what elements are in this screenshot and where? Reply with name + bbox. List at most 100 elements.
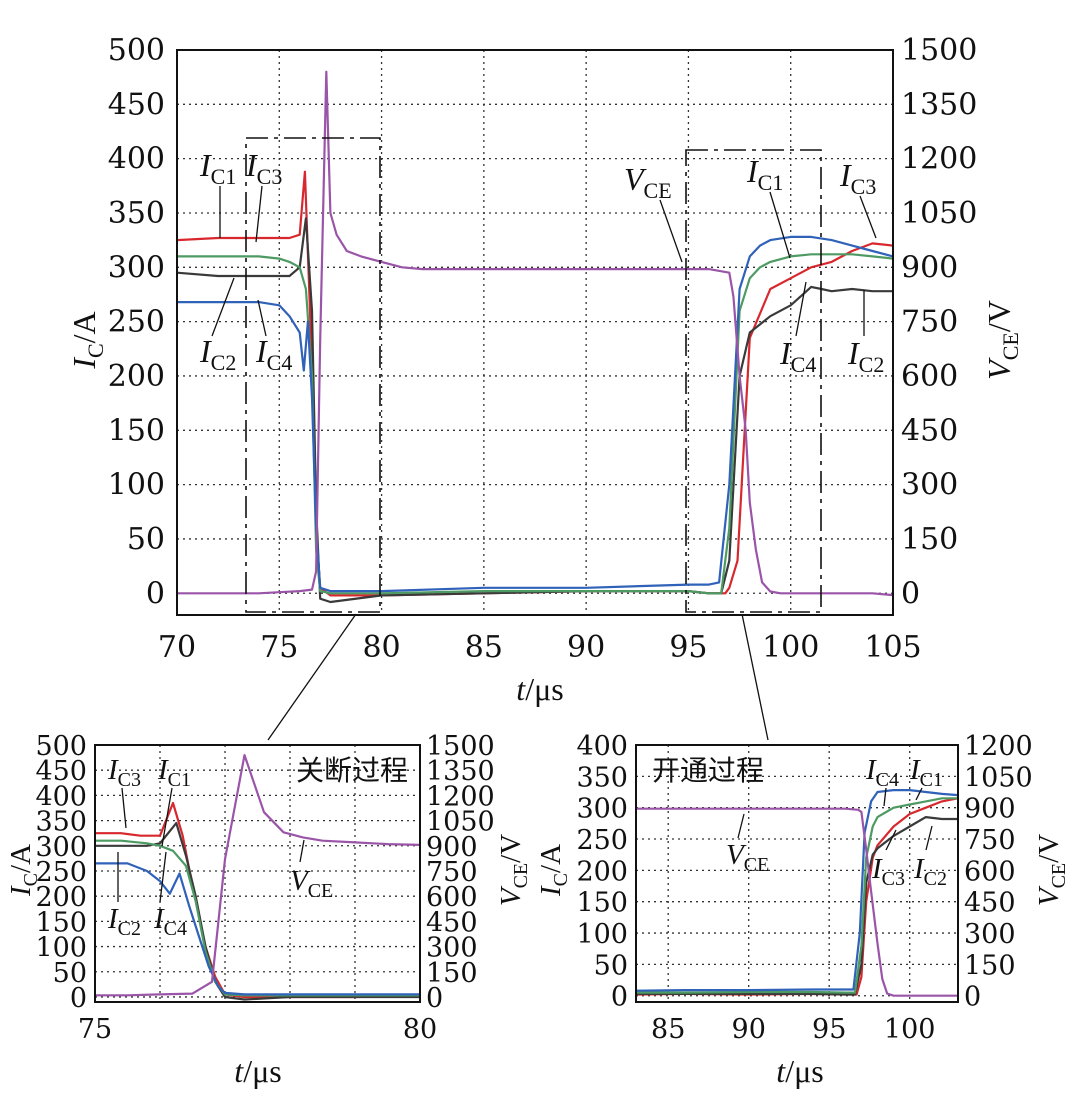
- turnoff-ytick-left-label: 400: [35, 781, 87, 812]
- connector-turnoff: [267, 613, 357, 741]
- leader-vce: [659, 199, 683, 263]
- turnon-ytick-right-label: 150: [964, 950, 1016, 981]
- turnoff-ylabel-right: VCE/V: [495, 834, 532, 906]
- main-series-layer: [176, 70, 894, 604]
- turnon-ytick-right-label: 600: [964, 856, 1016, 887]
- turnon-annotation-vce: VCE: [726, 839, 769, 876]
- turnoff-ytick-left-label: 100: [35, 933, 87, 964]
- main-ytick-right-label: 1050: [901, 196, 977, 231]
- turnon-ytick-right-label: 300: [964, 919, 1016, 950]
- main-ytick-right-label: 1200: [901, 142, 977, 177]
- turnoff-series-vce: [95, 753, 421, 997]
- main-series-ic2: [176, 217, 893, 604]
- turnon-highlight-box: [685, 149, 822, 613]
- turnoff-annotation-ic4: IC4: [153, 903, 187, 940]
- main-ytick-right-label: 900: [901, 250, 958, 285]
- turnon-tick-labels: 85 90 95 1000501001502002503003504000150300…: [576, 731, 1032, 1045]
- main-ytick-right-label: 1500: [901, 33, 977, 68]
- annotation-ic2: IC2: [199, 333, 236, 375]
- annotation-ic4-right: IC4: [779, 335, 816, 377]
- main-xtick-label: 70: [158, 630, 196, 665]
- turnon-ytick-left-label: 250: [576, 825, 628, 856]
- leader-ic3-right: [859, 195, 877, 239]
- turnon-leader-ic2: [925, 825, 933, 851]
- turnon-ytick-right-label: 900: [964, 794, 1016, 825]
- turnoff-title: 关断过程: [296, 754, 408, 787]
- annotation-ic3-right: IC3: [839, 157, 876, 199]
- main-series-ic3: [177, 253, 894, 595]
- turnon-annotation-ic4: IC4: [865, 754, 899, 791]
- turnoff-ytick-left-label: 0: [70, 983, 87, 1014]
- main-ytick-left-label: 350: [108, 196, 165, 231]
- turnoff-ytick-right-label: 1200: [426, 781, 495, 812]
- main-ytick-right-label: 600: [901, 359, 958, 394]
- leader-ic1-right: [769, 191, 791, 259]
- turnoff-series-layer: [95, 753, 421, 1001]
- turnon-leader-ic4: [883, 787, 887, 807]
- turnon-ytick-right-label: 1050: [964, 762, 1033, 793]
- turnoff-leader-vce: [299, 839, 305, 863]
- turnon-ytick-left-label: 150: [576, 888, 628, 919]
- turnon-leader-ic3: [885, 829, 897, 851]
- turnon-ylabel-left: IC/A: [535, 844, 572, 897]
- main-xtick-label: 105: [864, 630, 921, 665]
- turnon-ytick-left-label: 100: [576, 919, 628, 950]
- main-ytick-left-label: 450: [108, 87, 165, 122]
- turnon-annotation-ic2: IC2: [913, 853, 947, 890]
- turnon-ytick-left-label: 350: [576, 762, 628, 793]
- turnon-plot-frame: [635, 744, 959, 1003]
- turnoff-ytick-left-label: 150: [35, 907, 87, 938]
- turnoff-ytick-left-label: 450: [35, 756, 87, 787]
- turnon-xtick-label: 85: [651, 1014, 685, 1045]
- turnoff-ytick-left-label: 200: [35, 882, 87, 913]
- main-series-ic1: [176, 170, 894, 597]
- turnoff-ytick-right-label: 0: [426, 983, 443, 1014]
- turnon-xlabel: t/μs: [776, 1053, 823, 1089]
- main-ytick-right-label: 0: [901, 576, 920, 611]
- turnoff-ytick-left-label: 250: [35, 857, 87, 888]
- turnon-leader-ic1: [915, 787, 923, 801]
- turnoff-ytick-right-label: 750: [426, 857, 478, 888]
- main-series-ic4: [177, 235, 894, 593]
- turnon-ytick-left-label: 400: [576, 731, 628, 762]
- turnoff-ylabel-left: IC/A: [5, 844, 42, 897]
- turnon-ytick-right-label: 450: [964, 888, 1016, 919]
- main-ytick-right-label: 150: [901, 522, 958, 557]
- turnoff-ytick-right-label: 1050: [426, 807, 495, 838]
- turnoff-ytick-left-label: 50: [53, 958, 87, 989]
- turnoff-highlight-box: [245, 137, 381, 613]
- main-ylabel-right: VCE/V: [981, 300, 1023, 380]
- turnoff-series-ic2: [95, 821, 420, 1001]
- turnoff-annotation-ic2: IC2: [107, 903, 141, 940]
- turnon-series-ic2: [636, 815, 958, 996]
- turnoff-ytick-right-label: 1500: [426, 731, 495, 762]
- leader-ic3: [255, 185, 263, 243]
- turnon-ytick-right-label: 750: [964, 825, 1016, 856]
- leader-ic4-right: [795, 281, 807, 337]
- leader-ic2: [211, 277, 235, 337]
- main-plot-frame: [176, 49, 894, 616]
- main-ytick-left-label: 50: [127, 522, 165, 557]
- turnoff-ytick-right-label: 900: [426, 832, 478, 863]
- turnoff-tick-labels: 75 80050100150200250300350400450500015030…: [35, 731, 494, 1045]
- main-tick-labels: 70 75 80 85 90 95 100 1050501001502002503003504…: [108, 33, 978, 665]
- turnoff-xlabel: t/μs: [234, 1053, 281, 1089]
- turnon-annotation-ic3: IC3: [871, 853, 905, 890]
- turnoff-ytick-right-label: 450: [426, 907, 478, 938]
- turnoff-ytick-left-label: 500: [35, 731, 87, 762]
- turnoff-ytick-left-label: 350: [35, 807, 87, 838]
- main-ylabel-left: IC/A: [66, 311, 108, 369]
- turnon-leader-vce: [737, 813, 745, 839]
- annotation-ic2-right: IC2: [847, 335, 884, 377]
- turnoff-leader-ic1: [161, 787, 173, 847]
- turnon-ytick-left-label: 0: [611, 982, 628, 1013]
- main-ytick-left-label: 400: [108, 142, 165, 177]
- turnoff-ytick-right-label: 1350: [426, 756, 495, 787]
- leader-ic4: [257, 299, 267, 337]
- turnoff-ytick-left-label: 300: [35, 832, 87, 863]
- turnon-ytick-right-label: 1200: [964, 731, 1033, 762]
- annotation-ic1: IC1: [199, 147, 236, 189]
- turnon-annotation-ic1: IC1: [909, 754, 943, 791]
- turnoff-xtick-label: 75: [78, 1014, 112, 1045]
